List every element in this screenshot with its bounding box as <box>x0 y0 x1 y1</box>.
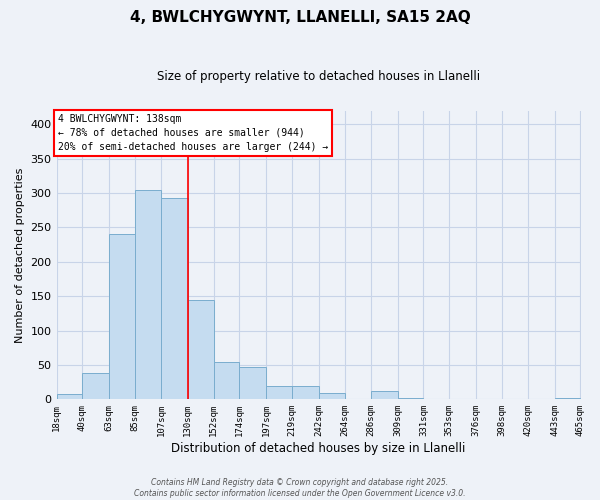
Bar <box>371 391 398 400</box>
Bar <box>188 300 214 400</box>
Bar <box>82 373 109 400</box>
Bar <box>398 398 424 400</box>
Bar <box>502 398 528 400</box>
Bar <box>135 190 161 400</box>
Bar <box>476 398 502 400</box>
Bar <box>56 394 82 400</box>
Bar <box>319 393 345 400</box>
Bar <box>424 398 449 400</box>
Bar <box>555 398 580 400</box>
Bar <box>449 398 476 400</box>
Text: 4, BWLCHYGWYNT, LLANELLI, SA15 2AQ: 4, BWLCHYGWYNT, LLANELLI, SA15 2AQ <box>130 10 470 25</box>
X-axis label: Distribution of detached houses by size in Llanelli: Distribution of detached houses by size … <box>172 442 466 455</box>
Title: Size of property relative to detached houses in Llanelli: Size of property relative to detached ho… <box>157 70 480 83</box>
Y-axis label: Number of detached properties: Number of detached properties <box>15 168 25 342</box>
Text: 4 BWLCHYGWYNT: 138sqm
← 78% of detached houses are smaller (944)
20% of semi-det: 4 BWLCHYGWYNT: 138sqm ← 78% of detached … <box>58 114 328 152</box>
Bar <box>292 386 319 400</box>
Bar <box>266 386 292 400</box>
Text: Contains HM Land Registry data © Crown copyright and database right 2025.
Contai: Contains HM Land Registry data © Crown c… <box>134 478 466 498</box>
Bar <box>161 198 188 400</box>
Bar <box>239 367 266 400</box>
Bar <box>109 234 135 400</box>
Bar <box>214 362 239 400</box>
